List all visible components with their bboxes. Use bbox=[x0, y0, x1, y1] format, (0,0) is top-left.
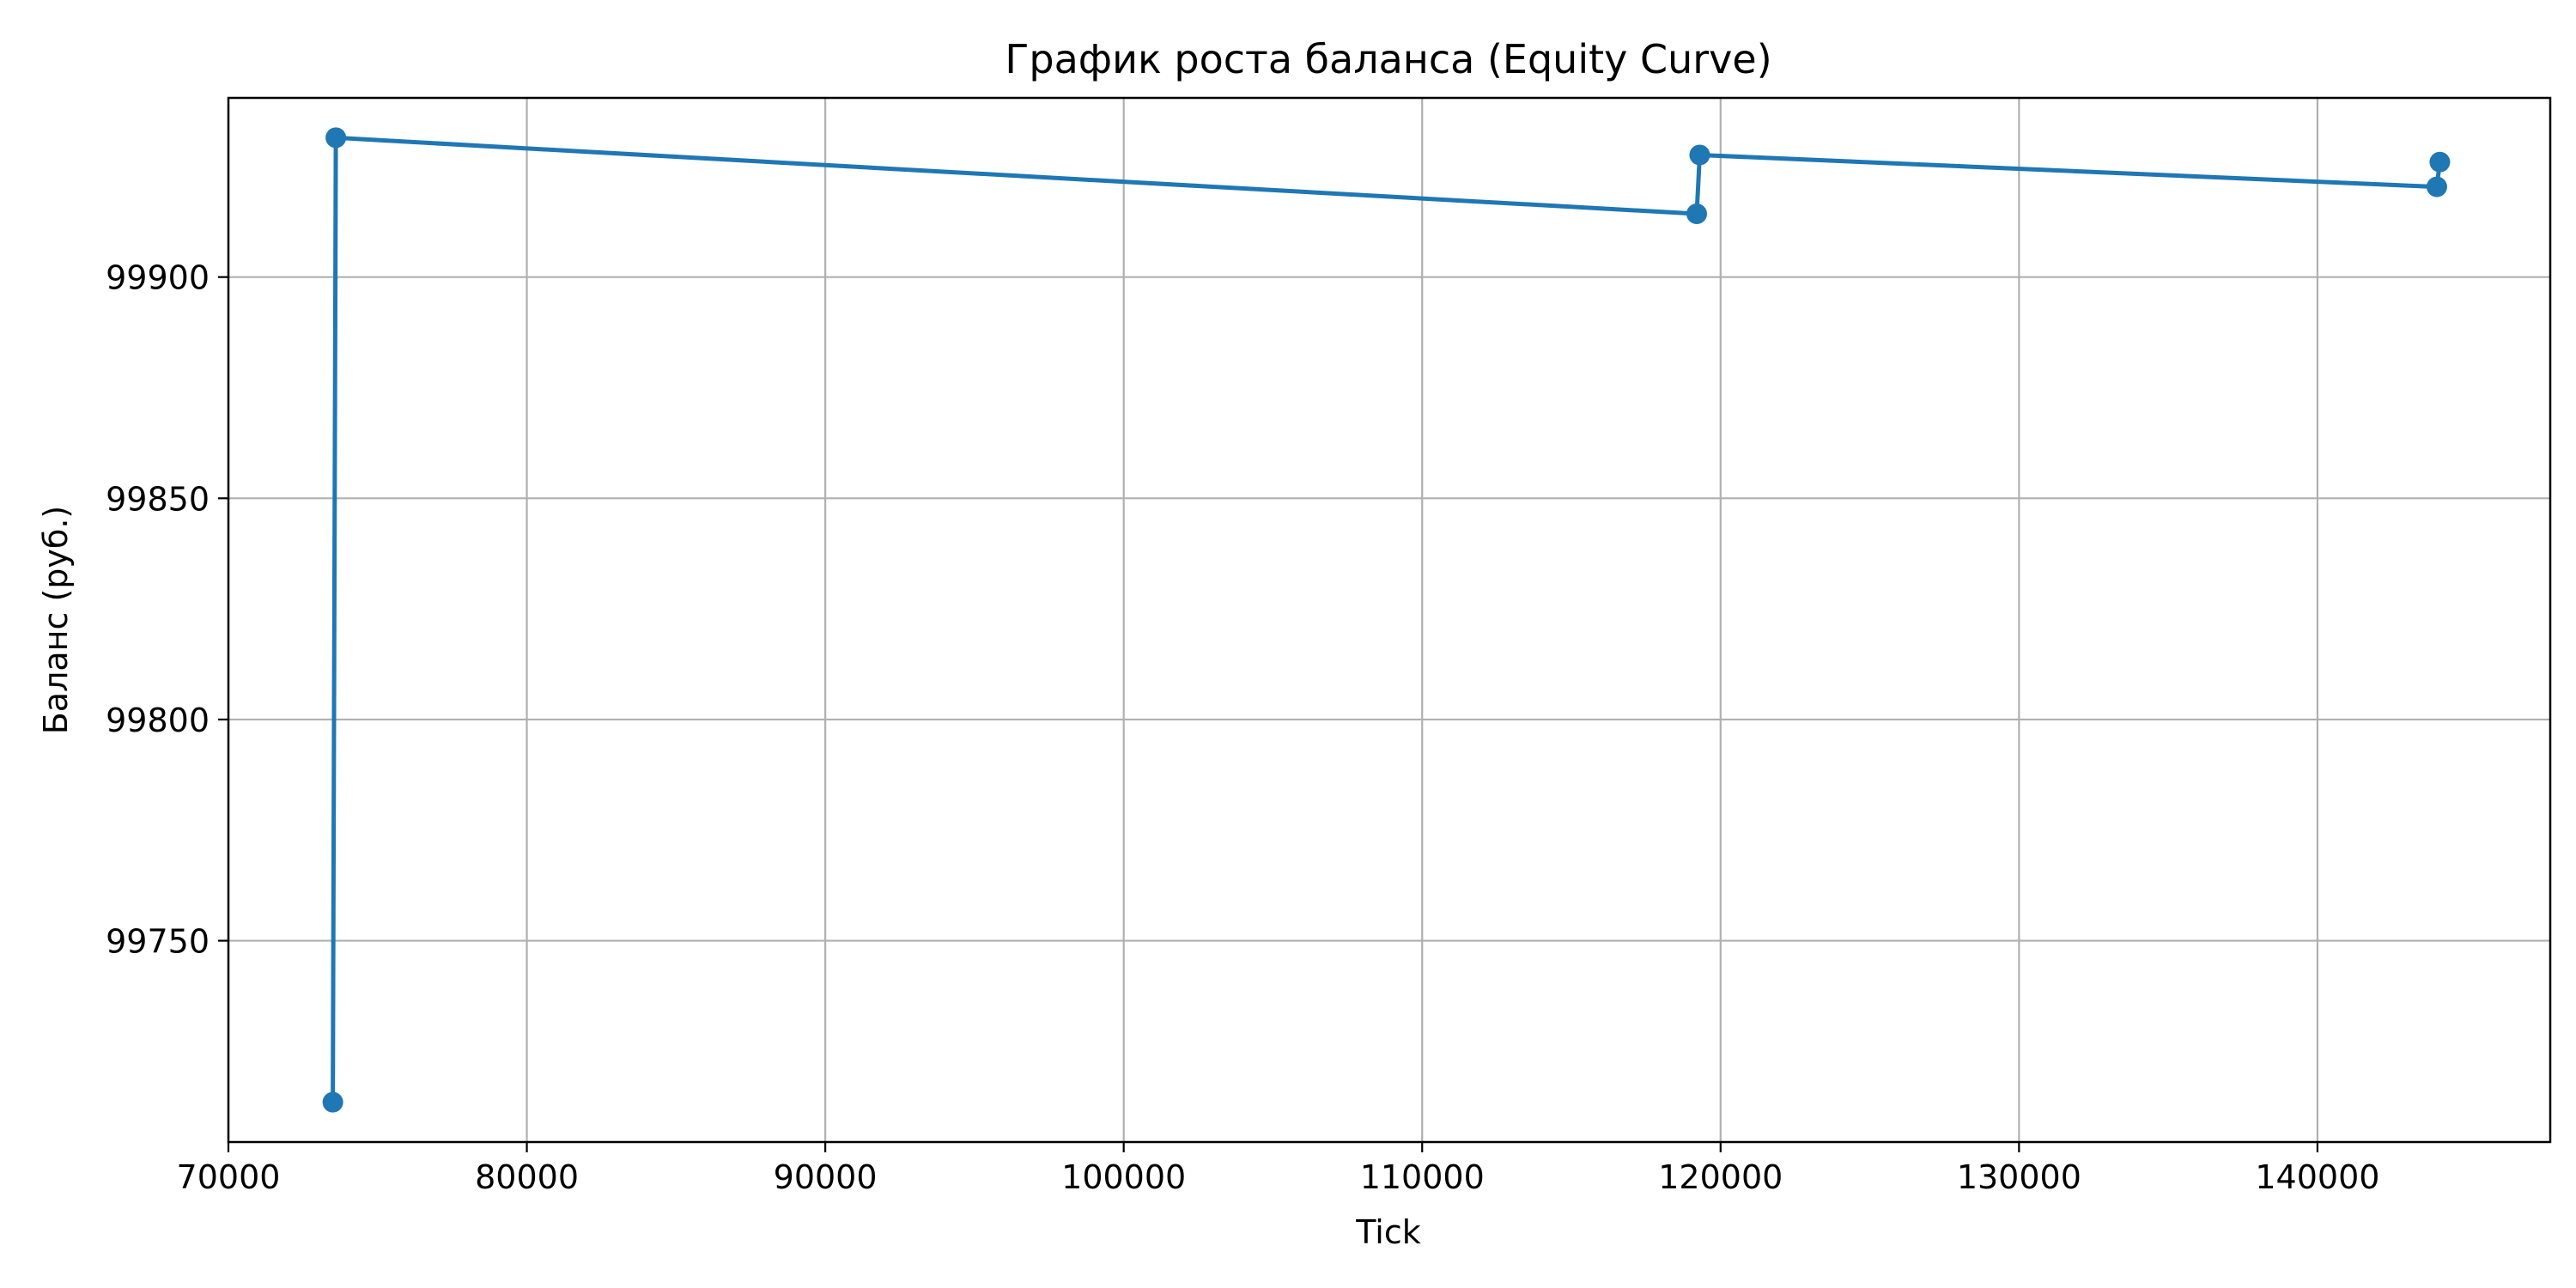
x-tick-label: 130000 bbox=[1957, 1158, 2081, 1196]
tick-layer: 70000 80000 90000 100000 110000 120000 130000 1… bbox=[106, 259, 2379, 1196]
x-tick-label: 110000 bbox=[1360, 1158, 1485, 1196]
x-tick-label: 90000 bbox=[774, 1158, 878, 1196]
chart-title: График роста баланса (Equity Curve) bbox=[1005, 36, 1771, 82]
x-axis-label: Tick bbox=[1355, 1213, 1421, 1251]
data-point bbox=[1689, 144, 1710, 166]
series-layer bbox=[322, 127, 2451, 1113]
x-tick-label: 80000 bbox=[475, 1158, 579, 1196]
data-point bbox=[325, 127, 347, 149]
grid-lines bbox=[227, 98, 2550, 1142]
x-tick-label: 140000 bbox=[2255, 1158, 2379, 1196]
data-point bbox=[1686, 203, 1707, 224]
y-tick-label: 99800 bbox=[106, 702, 210, 739]
data-point bbox=[322, 1091, 343, 1113]
x-tick-label: 120000 bbox=[1658, 1158, 1783, 1196]
y-tick-label: 99850 bbox=[106, 480, 210, 518]
x-tick-label: 70000 bbox=[177, 1158, 281, 1196]
y-tick-label: 99900 bbox=[106, 259, 210, 297]
data-point bbox=[2429, 151, 2451, 173]
x-tick-label: 100000 bbox=[1061, 1158, 1186, 1196]
y-tick-label: 99750 bbox=[106, 923, 210, 961]
y-axis-label: Баланс (руб.) bbox=[37, 506, 75, 735]
plot-frame bbox=[227, 96, 2552, 1144]
data-point bbox=[2426, 176, 2447, 197]
